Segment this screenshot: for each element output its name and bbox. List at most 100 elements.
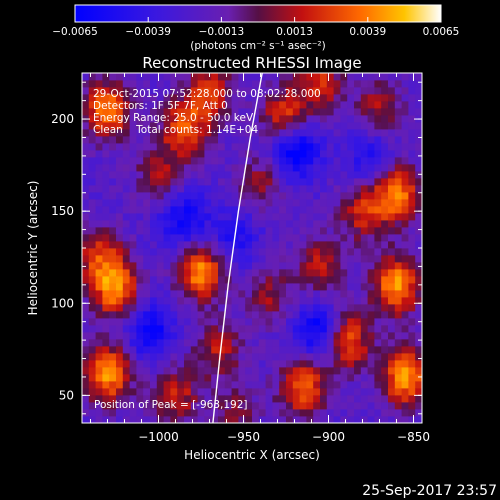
heatmap-cell bbox=[177, 178, 185, 186]
heatmap-cell bbox=[354, 87, 362, 95]
heatmap-cell bbox=[272, 367, 280, 375]
heatmap-cell bbox=[150, 150, 158, 158]
heatmap-cell bbox=[143, 276, 151, 284]
heatmap-cell bbox=[299, 234, 307, 242]
heatmap-cell bbox=[252, 171, 260, 179]
heatmap-cell bbox=[184, 318, 192, 326]
heatmap-cell bbox=[286, 262, 294, 270]
heatmap-cell bbox=[184, 262, 192, 270]
heatmap-cell bbox=[190, 101, 198, 109]
heatmap-cell bbox=[177, 143, 185, 151]
heatmap-cell bbox=[82, 311, 90, 319]
heatmap-cell bbox=[95, 122, 103, 130]
heatmap-cell bbox=[347, 283, 355, 291]
heatmap-cell bbox=[184, 220, 192, 228]
heatmap-cell bbox=[415, 283, 422, 291]
heatmap-cell bbox=[299, 108, 307, 116]
heatmap-cell bbox=[190, 143, 198, 151]
heatmap-cell bbox=[367, 122, 375, 130]
heatmap-cell bbox=[197, 248, 205, 256]
heatmap-cell bbox=[204, 73, 212, 81]
heatmap-cell bbox=[320, 367, 328, 375]
heatmap-cell bbox=[218, 185, 226, 193]
heatmap-cell bbox=[388, 290, 396, 298]
heatmap-cell bbox=[272, 318, 280, 326]
heatmap-cell bbox=[347, 80, 355, 88]
heatmap-cell bbox=[299, 192, 307, 200]
heatmap-cell bbox=[313, 87, 321, 95]
heatmap-cell bbox=[347, 241, 355, 249]
heatmap-cell bbox=[333, 150, 341, 158]
heatmap-cell bbox=[306, 248, 314, 256]
heatmap-cell bbox=[360, 241, 368, 249]
heatmap-cell bbox=[136, 269, 144, 277]
heatmap-cell bbox=[279, 374, 287, 382]
heatmap-cell bbox=[245, 374, 253, 382]
heatmap-cell bbox=[374, 262, 382, 270]
heatmap-cell bbox=[224, 318, 232, 326]
heatmap-cell bbox=[143, 136, 151, 144]
heatmap-cell bbox=[150, 381, 158, 389]
heatmap-cell bbox=[95, 227, 103, 235]
heatmap-cell bbox=[109, 381, 117, 389]
heatmap-cell bbox=[258, 395, 266, 403]
heatmap-cell bbox=[184, 255, 192, 263]
heatmap-cell bbox=[333, 129, 341, 137]
heatmap-cell bbox=[272, 416, 280, 423]
heatmap-cell bbox=[360, 164, 368, 172]
heatmap-cell bbox=[204, 220, 212, 228]
heatmap-cell bbox=[360, 339, 368, 347]
heatmap-cell bbox=[279, 164, 287, 172]
heatmap-cell bbox=[265, 129, 273, 137]
heatmap-cell bbox=[224, 73, 232, 81]
heatmap-cell bbox=[374, 416, 382, 423]
heatmap-cell bbox=[258, 178, 266, 186]
heatmap-cell bbox=[265, 339, 273, 347]
heatmap-cell bbox=[163, 192, 171, 200]
heatmap-cell bbox=[360, 192, 368, 200]
heatmap-cell bbox=[415, 395, 422, 403]
heatmap-cell bbox=[163, 290, 171, 298]
heatmap-cell bbox=[224, 388, 232, 396]
heatmap-cell bbox=[122, 402, 130, 410]
heatmap-cell bbox=[347, 199, 355, 207]
heatmap-cell bbox=[299, 101, 307, 109]
heatmap-cell bbox=[320, 157, 328, 165]
heatmap-cell bbox=[381, 248, 389, 256]
heatmap-cell bbox=[272, 220, 280, 228]
heatmap-cell bbox=[415, 353, 422, 361]
heatmap-cell bbox=[374, 185, 382, 193]
heatmap-cell bbox=[204, 185, 212, 193]
heatmap-cell bbox=[313, 115, 321, 123]
heatmap-cell bbox=[116, 227, 124, 235]
heatmap-cell bbox=[197, 80, 205, 88]
heatmap-cell bbox=[95, 381, 103, 389]
heatmap-cell bbox=[408, 325, 416, 333]
heatmap-cell bbox=[265, 73, 273, 81]
heatmap-cell bbox=[354, 108, 362, 116]
heatmap-cell bbox=[292, 206, 300, 214]
heatmap-cell bbox=[170, 87, 178, 95]
heatmap-cell bbox=[204, 108, 212, 116]
heatmap-cell bbox=[408, 255, 416, 263]
heatmap-cell bbox=[129, 157, 137, 165]
heatmap-cell bbox=[231, 115, 239, 123]
heatmap-cell bbox=[129, 199, 137, 207]
heatmap-cell bbox=[286, 101, 294, 109]
heatmap-cell bbox=[150, 332, 158, 340]
heatmap-cell bbox=[299, 262, 307, 270]
heatmap-cell bbox=[388, 122, 396, 130]
heatmap-cell bbox=[272, 164, 280, 172]
heatmap-cell bbox=[238, 255, 246, 263]
heatmap-cell bbox=[320, 255, 328, 263]
heatmap-cell bbox=[381, 367, 389, 375]
heatmap-cell bbox=[340, 220, 348, 228]
heatmap-cell bbox=[279, 171, 287, 179]
heatmap-cell bbox=[136, 360, 144, 368]
heatmap-cell bbox=[170, 318, 178, 326]
heatmap-cell bbox=[272, 185, 280, 193]
heatmap-cell bbox=[258, 409, 266, 417]
heatmap-cell bbox=[306, 311, 314, 319]
heatmap-cell bbox=[129, 332, 137, 340]
heatmap-cell bbox=[136, 94, 144, 102]
